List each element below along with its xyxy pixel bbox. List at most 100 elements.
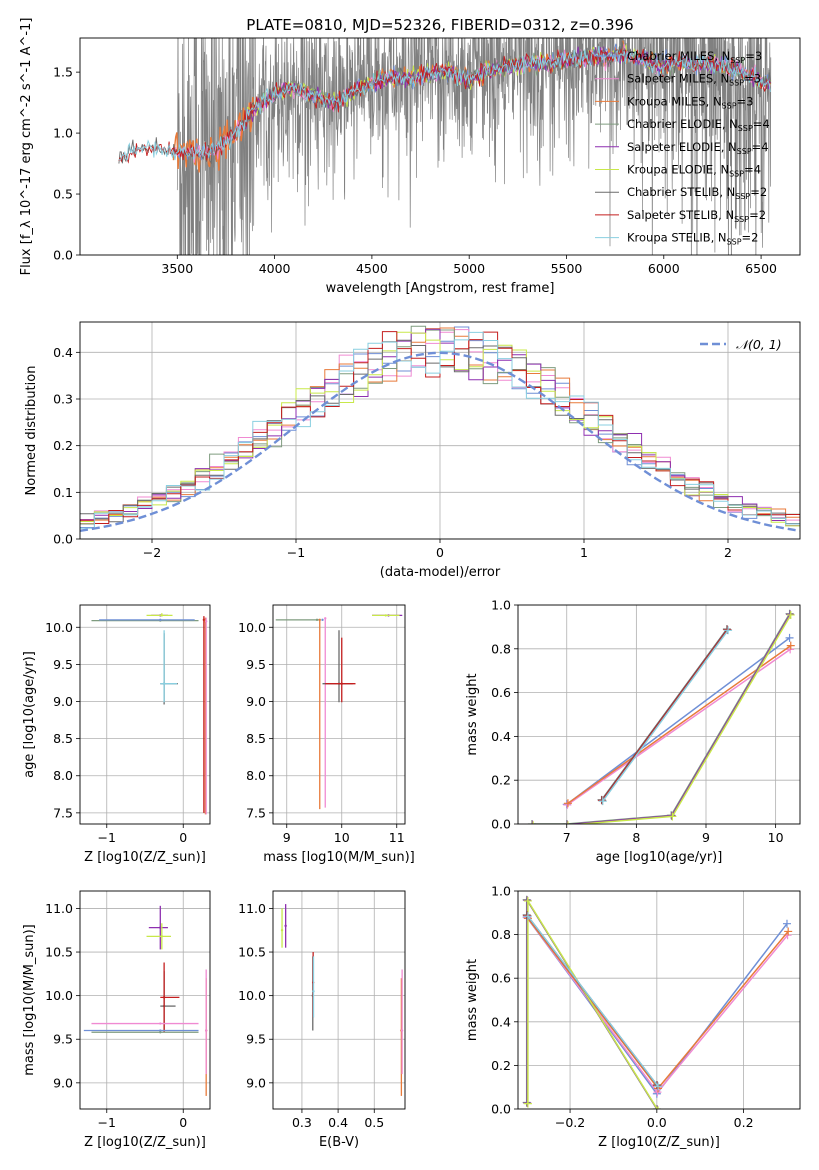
weight-vs-Z-x-tick-label: 0.2	[734, 1115, 754, 1130]
age-vs-mass-frame	[272, 604, 406, 825]
mass-vs-EBV-frame	[272, 890, 406, 1110]
data-point	[284, 924, 287, 928]
spectrum-y-tick-label: 0.0	[53, 248, 73, 263]
plus-marker	[654, 1082, 663, 1091]
weight-vs-Z-y-tick-label: 1.0	[491, 884, 511, 899]
weight-vs-Z-y-tick-label: 0.0	[491, 1102, 511, 1117]
weight-vs-age-frame	[517, 604, 801, 825]
residual-histogram-series	[80, 339, 800, 525]
spectrum-y-tick-label: 1.5	[53, 65, 73, 80]
data-point	[162, 682, 166, 685]
weight-vs-age-x-tick-label: 7	[563, 830, 571, 845]
weight-vs-Z-y-tick-label: 0.4	[491, 1014, 511, 1029]
mass-weight-line	[601, 629, 729, 801]
data-point	[280, 929, 284, 932]
age-vs-Z-panel: −1 0 7.5 8.0 8.5 9.0 9.5 10.0 Z [log10(Z/Z_sun)]…	[22, 604, 211, 865]
data-point	[204, 620, 208, 623]
age-vs-mass-y-tick-label: 9.5	[246, 657, 266, 672]
spectrum-x-tick-label: 4000	[259, 261, 291, 276]
mass-vs-Z-x-tick-label: −1	[98, 1115, 116, 1130]
data-point	[400, 1029, 404, 1032]
spectrum-y-tick-label: 1.0	[53, 126, 73, 141]
data-point	[159, 926, 162, 929]
plus-marker	[523, 1099, 532, 1108]
mass-vs-Z-y-tick-label: 10.5	[45, 945, 73, 960]
residuals-y-tick-label: 0.1	[53, 485, 73, 500]
weight-vs-Z-x-tick-label: −0.2	[555, 1115, 585, 1130]
residuals-plot-area	[80, 322, 800, 539]
weight-vs-age-y-tick-label: 0.4	[491, 729, 511, 744]
mass-weight-line	[526, 917, 789, 1094]
residuals-x-tick-label: −2	[143, 545, 161, 560]
plus-marker	[532, 821, 534, 824]
age-vs-Z-y-tick-label: 8.0	[53, 768, 73, 783]
age-vs-mass-x-tick-label: 11	[389, 830, 405, 845]
weight-vs-Z-plot-area	[518, 891, 800, 1109]
weight-vs-age-x-tick-label: 8	[632, 830, 640, 845]
legend-label: Chabrier MILES, NSSP=3	[627, 49, 762, 65]
mass-vs-EBV-y-tick-label: 9.0	[246, 1075, 266, 1090]
mass-vs-EBV-x-tick-label: 0.4	[328, 1115, 348, 1130]
data-point	[312, 990, 315, 993]
weight-vs-Z-frame	[517, 890, 801, 1110]
spectrum-plot-area	[118, 38, 772, 255]
mass-weight-line	[567, 644, 792, 804]
weight-vs-age-y-tick-label: 0.6	[491, 685, 511, 700]
residual-histogram-series	[80, 329, 800, 523]
mass-vs-Z-frame	[79, 890, 211, 1110]
mass-weight-line	[527, 917, 789, 1090]
residuals-y-tick-label: 0.0	[53, 532, 73, 547]
age-vs-mass-y-tick-label: 7.5	[246, 805, 266, 820]
mass-vs-EBV-y-tick-label: 11.0	[238, 901, 266, 916]
residuals-x-tick-label: 1	[580, 545, 588, 560]
weight-vs-age-y-axis-label: mass weight	[465, 673, 480, 755]
data-point	[159, 1029, 162, 1032]
data-point	[321, 618, 324, 622]
residuals-panel: −2 −1 0 1 2 0.0 0.1 0.2 0.3 0.4 (data-model)/error…	[24, 321, 801, 580]
spectrum-x-tick-label: 5500	[551, 261, 583, 276]
mass-vs-EBV-y-tick-label: 10.5	[238, 945, 266, 960]
age-vs-mass-panel: 9 10 11 7.5 8.0 8.5 9.0 9.5 10.0 mass [log10(M/M_…	[238, 604, 415, 865]
mass-vs-Z-panel: −1 0 9.0 9.5 10.0 10.5 11.0 Z [log10(Z/Z_sun)] m…	[22, 890, 211, 1150]
mass-vs-EBV-plot-area	[273, 891, 405, 1109]
weight-vs-age-y-tick-label: 0.0	[491, 817, 511, 832]
age-vs-mass-x-tick-label: 10	[334, 830, 350, 845]
plus-marker	[523, 896, 532, 905]
age-vs-Z-y-tick-label: 8.5	[53, 731, 73, 746]
figure-title: PLATE=0810, MJD=52326, FIBERID=0312, z=0…	[246, 16, 633, 34]
observed-spectrum-line	[176, 38, 772, 255]
age-vs-Z-frame	[79, 604, 211, 825]
residual-histogram-series	[80, 331, 800, 524]
mass-vs-Z-x-axis-label: Z [log10(Z/Z_sun)]	[84, 1135, 206, 1150]
mass-weight-line	[527, 898, 659, 1109]
age-vs-mass-x-tick-label: 9	[283, 830, 291, 845]
spectrum-x-tick-label: 5000	[453, 261, 485, 276]
age-vs-Z-y-tick-label: 10.0	[45, 620, 73, 635]
age-vs-Z-y-tick-label: 9.0	[53, 694, 73, 709]
age-vs-Z-y-axis-label: age [log10(age/yr)]	[22, 651, 37, 778]
residuals-x-tick-label: −1	[287, 545, 305, 560]
plus-marker	[786, 610, 795, 619]
legend-label: Salpeter MILES, NSSP=3	[627, 72, 761, 88]
data-point	[340, 682, 343, 685]
age-vs-Z-x-tick-label: −1	[98, 830, 116, 845]
residuals-x-tick-label: 2	[724, 545, 732, 560]
weight-vs-Z-x-axis-label: Z [log10(Z/Z_sun)]	[598, 1135, 720, 1150]
legend-label: Kroupa ELODIE, NSSP=4	[627, 163, 761, 179]
weight-vs-age-x-tick-label: 10	[768, 830, 784, 845]
mass-weight-line	[527, 915, 659, 1087]
mass-vs-EBV-y-tick-label: 9.5	[246, 1032, 266, 1047]
data-point	[160, 935, 164, 938]
plus-marker	[567, 821, 569, 824]
residuals-x-axis-label: (data-model)/error	[380, 565, 501, 580]
spectrum-panel: 3500 4000 4500 5000 5500 6000 6500 0.0 0.5 1.0 1.5…	[19, 18, 801, 296]
spectrum-y-axis-label: Flux [f_λ 10^-17 erg cm^-2 s^-1 A^-1]	[19, 18, 34, 276]
residuals-y-tick-label: 0.4	[53, 345, 73, 360]
mass-vs-Z-plot-area	[80, 891, 210, 1109]
weight-vs-age-y-tick-label: 0.2	[491, 773, 511, 788]
residuals-y-axis-label: Normed distribution	[24, 366, 39, 496]
plus-marker	[598, 797, 607, 806]
data-point	[159, 618, 162, 622]
mass-weight-line	[573, 614, 792, 824]
